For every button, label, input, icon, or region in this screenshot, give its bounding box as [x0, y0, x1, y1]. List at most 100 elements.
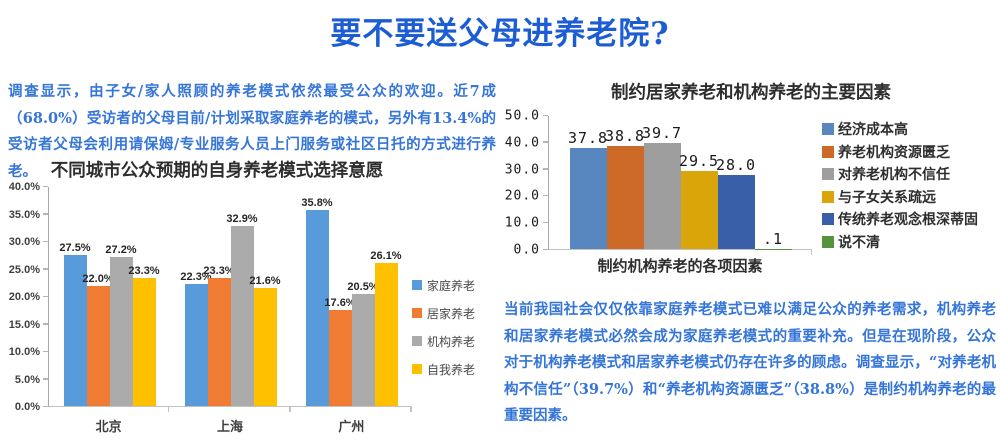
y-tick-mark	[43, 378, 48, 380]
y-tick-label: 30.0	[504, 162, 540, 178]
legend-swatch-icon	[822, 123, 834, 136]
y-tick-mark	[543, 248, 548, 250]
bar-养老机构资源匮乏: 38.8	[605, 127, 644, 249]
legend-item: 机构养老	[412, 327, 486, 355]
data-label: 39.7	[641, 124, 683, 143]
bar-居家养老: 23.3%	[203, 265, 235, 406]
bar-家庭养老: 27.5%	[59, 242, 91, 406]
legend-label: 说不清	[838, 233, 880, 250]
data-label: 26.1%	[370, 250, 402, 263]
legend-swatch-icon	[822, 190, 834, 203]
legend: 经济成本高养老机构资源匮乏 对养老机构不信任 与子女关系疏远传统养老观念根深蒂固 说不…	[812, 116, 998, 253]
bar-自我养老: 26.1%	[370, 250, 402, 406]
bar-机构养老: 32.9%	[226, 213, 258, 406]
y-tick-mark	[43, 350, 48, 352]
bar-对养老机构不信任: 39.7	[642, 124, 681, 249]
legend-item: 养老机构资源匮乏	[822, 141, 998, 164]
legend-swatch-icon	[822, 145, 834, 158]
y-tick-mark	[543, 168, 548, 170]
chart-title: 制约居家养老和机构养老的主要因素	[611, 82, 891, 102]
category-label: 上海	[169, 407, 291, 435]
bar-机构养老: 20.5%	[347, 281, 379, 406]
legend-item: 对养老机构不信任	[822, 163, 998, 186]
y-tick-label: 20.0	[504, 188, 540, 204]
y-tick-mark	[43, 323, 48, 325]
data-label: 28.0	[715, 155, 757, 174]
legend-swatch-icon	[412, 364, 422, 374]
intro-paragraph: 调查显示，由子女/家人照顾的养老模式依然最受公众的欢迎。近7成（68.0%）受访…	[8, 83, 496, 180]
legend-label: 自我养老	[427, 362, 476, 377]
data-label: 27.2%	[105, 244, 137, 257]
legend-label: 居家养老	[427, 306, 476, 321]
legend-item: 与子女关系疏远	[822, 186, 998, 209]
y-tick-label: 35.0%	[8, 208, 40, 221]
legend-label: 与子女关系疏远	[838, 188, 936, 205]
data-label: 29.5	[678, 151, 720, 170]
plot-zone: 37.8 38.8 39.7 29.5 28.0 .1 制约机构养老的各项因素	[548, 116, 812, 276]
legend-item: 居家养老	[412, 299, 486, 327]
data-label: 35.8%	[301, 197, 333, 209]
y-axis: 0.0% 5.0% 10.0% 15.0% 20.0% 25.0% 30.0% 35.0% 40…	[8, 181, 48, 413]
chart-body: 0.0 10.0 20.0 30.0 40.0 50.0 37.8 38.8 39.7 29.5…	[504, 109, 998, 276]
bar-与子女关系疏远: 29.5	[679, 152, 718, 249]
y-tick-label: 0.0	[513, 242, 540, 258]
y-tick-label: 5.0%	[14, 373, 40, 386]
page-title: 要不要送父母进养老院?	[330, 16, 670, 52]
bar-group: 22.3% 23.3% 32.9% 21.6%	[180, 187, 281, 406]
bar-居家养老: 17.6%	[324, 297, 356, 406]
legend-item: 家庭养老	[412, 271, 486, 299]
legend: 家庭养老居家养老机构养老自我养老	[412, 187, 486, 383]
legend-label: 家庭养老	[427, 278, 476, 293]
legend-swatch-icon	[412, 336, 422, 346]
legend-label: 经济成本高	[838, 121, 908, 138]
y-tick-label: 10.0%	[8, 346, 40, 358]
y-tick-label: 25.0%	[8, 263, 40, 276]
bar-group: 37.8 38.8 39.7 29.5 28.0 .1	[568, 116, 792, 249]
bar-自我养老: 21.6%	[249, 275, 281, 406]
y-tick-label: 20.0%	[8, 291, 40, 303]
y-tick-mark	[543, 221, 548, 224]
legend-swatch-icon	[822, 213, 834, 226]
category-label: 北京	[48, 407, 170, 435]
y-tick-mark	[43, 240, 48, 242]
bar-家庭养老: 22.3%	[180, 271, 212, 406]
data-label: 32.9%	[226, 212, 258, 225]
x-axis-labels: 北京 上海 广州	[48, 407, 413, 435]
plot-area: 37.8 38.8 39.7 29.5 28.0 .1	[548, 116, 812, 250]
x-axis-labels: 制约机构养老的各项因素	[548, 250, 812, 276]
bar-机构养老: 27.2%	[105, 244, 137, 406]
y-tick-label: 10.0	[504, 215, 540, 231]
data-label: 23.3%	[203, 265, 235, 278]
data-label: 17.6%	[324, 296, 356, 309]
legend-swatch-icon	[822, 168, 834, 181]
y-tick-label: 40.0	[504, 135, 540, 151]
data-label: 21.6%	[249, 274, 281, 287]
legend-label: 对养老机构不信任	[838, 166, 950, 183]
bar-group: 27.5% 22.0% 27.2% 23.3%	[59, 187, 160, 406]
legend-label: 机构养老	[427, 334, 476, 349]
bar-传统养老观念根深蒂固: 28.0	[716, 156, 755, 249]
conclusion-paragraph: 当前我国社会仅仅依靠家庭养老模式已难以满足公众的养老需求，机构养老和居家养老模式…	[504, 301, 996, 424]
y-tick-mark	[543, 194, 548, 197]
legend-label: 传统养老观念根深蒂固	[838, 211, 978, 228]
chart-city-pension-mode: 不同城市公众预期的自身养老模式选择意愿 0.0% 5.0% 10.0% 15.0% 20…	[8, 157, 486, 438]
legend-item: 传统养老观念根深蒂固	[822, 208, 998, 231]
y-tick-mark	[43, 268, 48, 270]
bar-家庭养老: 35.8%	[301, 197, 333, 406]
bar-居家养老: 22.0%	[82, 273, 114, 406]
data-label: 23.3%	[128, 265, 160, 278]
y-tick-mark	[543, 141, 548, 143]
legend-swatch-icon	[412, 308, 422, 318]
legend-swatch-icon	[822, 235, 834, 248]
data-label: 22.3%	[180, 270, 212, 283]
data-label: 20.5%	[347, 280, 379, 293]
chart-title: 不同城市公众预期的自身养老模式选择意愿	[50, 160, 384, 180]
bar-经济成本高: 37.8	[568, 129, 607, 249]
data-label: 27.5%	[59, 242, 91, 255]
legend-label: 养老机构资源匮乏	[838, 143, 950, 160]
legend-item: 自我养老	[412, 355, 486, 383]
category-label: 制约机构养老的各项因素	[548, 250, 812, 276]
plot-area: 27.5% 22.0% 27.2% 23.3% 22.3% 23.3% 32.9% 21.6%…	[48, 187, 412, 407]
y-tick-label: 40.0%	[8, 181, 40, 193]
